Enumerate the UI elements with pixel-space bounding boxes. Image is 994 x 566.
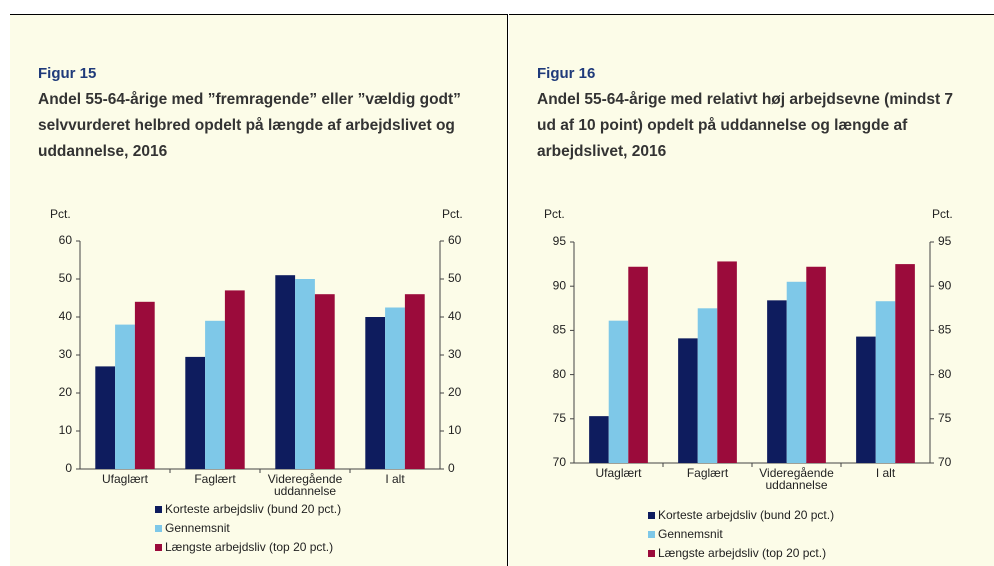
y2-tick-label: 0 — [448, 461, 455, 475]
x-tick-label: Ufaglært — [101, 472, 148, 486]
legend-swatch — [155, 506, 162, 513]
y-tick-label: 80 — [553, 367, 567, 381]
legend-swatch — [648, 512, 655, 519]
x-tick-label: I alt — [875, 466, 896, 480]
chart: Pct. Pct. 0 10 20 30 40 50 60 0 10 20 30 40 50 60 — [50, 207, 463, 475]
bar — [95, 366, 116, 469]
y2-tick-label: 85 — [938, 323, 952, 337]
bar — [185, 356, 206, 469]
panel: Figur 16 Andel 55-64-årige med relativt h… — [509, 14, 994, 566]
legend-swatch — [155, 525, 162, 532]
bar — [875, 301, 896, 463]
bar — [786, 281, 807, 463]
y2-tick-label: 90 — [938, 278, 952, 292]
y-tick-label: 0 — [65, 461, 72, 475]
y-tick-label: 60 — [59, 233, 73, 247]
y2-tick-label: 95 — [938, 234, 952, 248]
y2-tick-label: 30 — [448, 347, 462, 361]
y-tick-label: 90 — [553, 278, 567, 292]
legend-item: Gennemsnit — [648, 527, 723, 541]
legend-swatch — [648, 531, 655, 538]
bar — [314, 294, 335, 469]
bar — [697, 308, 718, 463]
bar — [678, 338, 698, 463]
x-tick-label: Videregående uddannelse — [759, 466, 834, 492]
bar — [589, 416, 609, 463]
bar — [608, 320, 629, 463]
y2-axis-label: Pct. — [442, 207, 463, 221]
chart-subtitle: Andel 55-64-årige med ”fremragende” elle… — [38, 91, 461, 160]
y-axis-label: Pct. — [50, 207, 71, 221]
legend-item: Korteste arbejdsliv (bund 20 pct.) — [155, 502, 341, 516]
legend-label: Gennemsnit — [658, 527, 723, 541]
y2-tick-label: 50 — [448, 271, 462, 285]
x-tick-label: Videregående uddannelse — [267, 472, 343, 498]
y-tick-label: 50 — [59, 271, 73, 285]
bar — [404, 294, 425, 469]
y-tick-label: 85 — [553, 323, 567, 337]
panel: Figur 15 Andel 55-64-årige med ”fremragen… — [10, 14, 508, 566]
bar — [115, 324, 135, 469]
x-tick-label: I alt — [385, 472, 405, 486]
legend-label: Længste arbejdsliv (top 20 pct.) — [165, 540, 334, 554]
bar — [895, 264, 915, 463]
y-tick-label: 75 — [553, 411, 567, 425]
figure-number: Figur 16 — [537, 65, 596, 82]
legend-item: Korteste arbejdsliv (bund 20 pct.) — [648, 508, 834, 522]
chart: Pct. Pct. 70 75 80 85 90 95 70 75 80 85 90 95 — [544, 207, 953, 469]
bar — [767, 300, 787, 463]
bar — [295, 279, 315, 469]
y-tick-label: 10 — [59, 423, 73, 437]
y2-tick-label: 70 — [938, 455, 952, 469]
bar — [856, 336, 876, 463]
legend-label: Gennemsnit — [165, 521, 230, 535]
legend-item: Længste arbejdsliv (top 20 pct.) — [155, 540, 333, 554]
y2-tick-label: 40 — [448, 309, 462, 323]
y-tick-label: 40 — [59, 309, 73, 323]
legend-label: Korteste arbejdsliv (bund 20 pct.) — [165, 502, 342, 516]
bar — [717, 261, 737, 463]
y2-tick-label: 10 — [448, 423, 462, 437]
y2-tick-label: 60 — [448, 233, 462, 247]
y2-tick-label: 20 — [448, 385, 462, 399]
legend-item: Gennemsnit — [155, 521, 230, 535]
y2-tick-label: 80 — [938, 367, 952, 381]
bar — [385, 307, 405, 469]
legend-label: Længste arbejdsliv (top 20 pct.) — [658, 546, 827, 560]
legend-item: Længste arbejdsliv (top 20 pct.) — [648, 546, 826, 560]
bar — [628, 266, 648, 463]
x-tick-label: Ufaglært — [595, 466, 642, 480]
y2-tick-label: 75 — [938, 411, 952, 425]
y-tick-label: 30 — [59, 347, 73, 361]
legend-swatch — [648, 550, 655, 557]
bar — [224, 290, 245, 469]
y-tick-label: 70 — [553, 455, 567, 469]
chart-subtitle: Andel 55-64-årige med relativt høj arbej… — [537, 91, 954, 160]
legend-label: Korteste arbejdsliv (bund 20 pct.) — [658, 508, 835, 522]
bar — [365, 317, 386, 469]
y-tick-label: 20 — [59, 385, 73, 399]
bar — [205, 320, 225, 469]
y2-axis-label: Pct. — [932, 207, 953, 221]
bar — [134, 301, 155, 469]
bar — [275, 275, 296, 469]
x-tick-label: Faglært — [194, 472, 236, 486]
y-tick-label: 95 — [553, 234, 567, 248]
legend-swatch — [155, 544, 162, 551]
bar — [806, 266, 826, 463]
figure-number: Figur 15 — [38, 65, 97, 82]
x-tick-label: Faglært — [686, 466, 729, 480]
y-axis-label: Pct. — [544, 207, 565, 221]
